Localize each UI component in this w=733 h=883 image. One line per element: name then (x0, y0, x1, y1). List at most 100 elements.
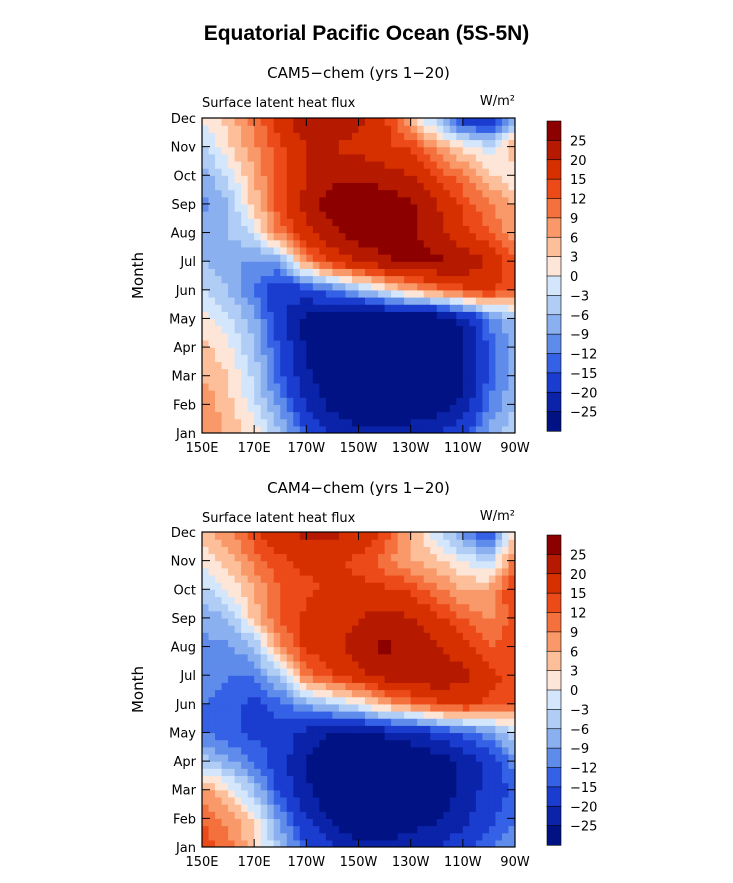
heat-cell (371, 232, 379, 241)
heat-cell (267, 239, 275, 248)
heat-cell (501, 761, 510, 769)
heat-cell (260, 574, 268, 583)
heat-cell (254, 653, 262, 662)
heat-cell (404, 603, 412, 612)
heat-cell (378, 660, 386, 669)
heat-cell (378, 539, 386, 547)
colorbar-swatch (546, 650, 562, 672)
heat-cell (371, 175, 379, 184)
heat-cell (404, 582, 412, 590)
heat-cell (260, 782, 268, 791)
heat-cell (273, 739, 281, 748)
heat-cell (234, 232, 242, 241)
heat-cell (443, 574, 451, 583)
heat-cell (351, 532, 360, 540)
heat-cell (404, 682, 412, 691)
heat-cell (221, 553, 229, 562)
heat-cell (228, 268, 236, 277)
heat-cell (280, 725, 288, 734)
heat-cell (410, 282, 418, 291)
heat-cell (332, 425, 340, 433)
colorbar-label: −25 (570, 406, 597, 421)
heat-cell (404, 368, 412, 377)
heat-cell (410, 632, 418, 640)
heat-cell (228, 553, 236, 562)
heat-cell (475, 782, 483, 791)
heat-cell (469, 804, 477, 812)
heat-cell (443, 304, 451, 312)
heat-cell (273, 211, 281, 219)
heat-cell (371, 153, 379, 162)
heat-cell (462, 532, 470, 540)
heat-cell (215, 425, 223, 433)
heat-cell (358, 789, 366, 798)
heat-cell (234, 639, 242, 648)
heat-cell (332, 574, 340, 583)
heat-cell (202, 125, 210, 133)
heat-cell (410, 625, 418, 633)
heat-cell (215, 146, 223, 155)
heat-cell (449, 796, 457, 805)
heat-cell (371, 311, 379, 320)
heat-cell (332, 696, 340, 705)
heat-cell (332, 532, 340, 540)
heat-cell (482, 832, 490, 841)
heat-cell (345, 739, 353, 748)
heat-cell (247, 567, 255, 576)
heat-cell (495, 153, 503, 162)
heat-cell (430, 682, 438, 691)
heat-cell (247, 132, 255, 141)
heat-cell (365, 203, 373, 212)
heat-cell (358, 582, 366, 590)
heat-cell (312, 653, 320, 662)
heat-cell (306, 782, 314, 791)
heat-cell (228, 718, 236, 726)
heat-cell (267, 189, 275, 198)
heat-cell (293, 175, 301, 184)
heat-cell (501, 682, 510, 691)
heat-cell (410, 696, 418, 705)
heat-cell (332, 246, 340, 255)
heat-cell (410, 246, 418, 255)
heat-cell (299, 196, 307, 205)
heat-cell (397, 211, 405, 219)
heat-cell (319, 768, 327, 777)
heat-cell (241, 825, 249, 834)
heat-cell (273, 332, 281, 341)
heat-cell (215, 160, 223, 169)
heat-cell (221, 397, 229, 405)
heat-cell (267, 125, 275, 133)
heat-cell (371, 296, 379, 305)
heat-cell (475, 311, 483, 320)
heat-cell (358, 646, 366, 655)
heat-cell (462, 582, 470, 590)
heat-cell (417, 239, 425, 248)
heat-cell (475, 639, 483, 648)
heat-cell (358, 603, 366, 612)
heat-cell (280, 560, 288, 569)
heat-cell (319, 539, 327, 547)
heat-cell (410, 653, 418, 662)
heat-cell (488, 839, 497, 847)
heat-cell (299, 332, 307, 341)
heat-cell (234, 296, 242, 305)
heat-cell (351, 232, 360, 241)
heat-cell (325, 553, 334, 562)
heat-cell (319, 261, 327, 269)
heat-cell (215, 411, 223, 420)
heat-cell (417, 532, 425, 540)
heat-cell (462, 818, 470, 827)
heat-cell (202, 160, 210, 169)
x-tick-label: 150W (340, 855, 378, 870)
heat-cell (345, 332, 353, 341)
heat-cell (254, 225, 262, 234)
heat-cell (391, 239, 399, 248)
heat-cell (423, 268, 431, 277)
heat-cell (345, 139, 353, 148)
heat-cell (404, 311, 412, 320)
heat-cell (449, 296, 457, 305)
heat-cell (371, 304, 379, 312)
heat-cell (417, 339, 425, 348)
heat-cell (319, 804, 327, 812)
heat-cell (234, 225, 242, 234)
